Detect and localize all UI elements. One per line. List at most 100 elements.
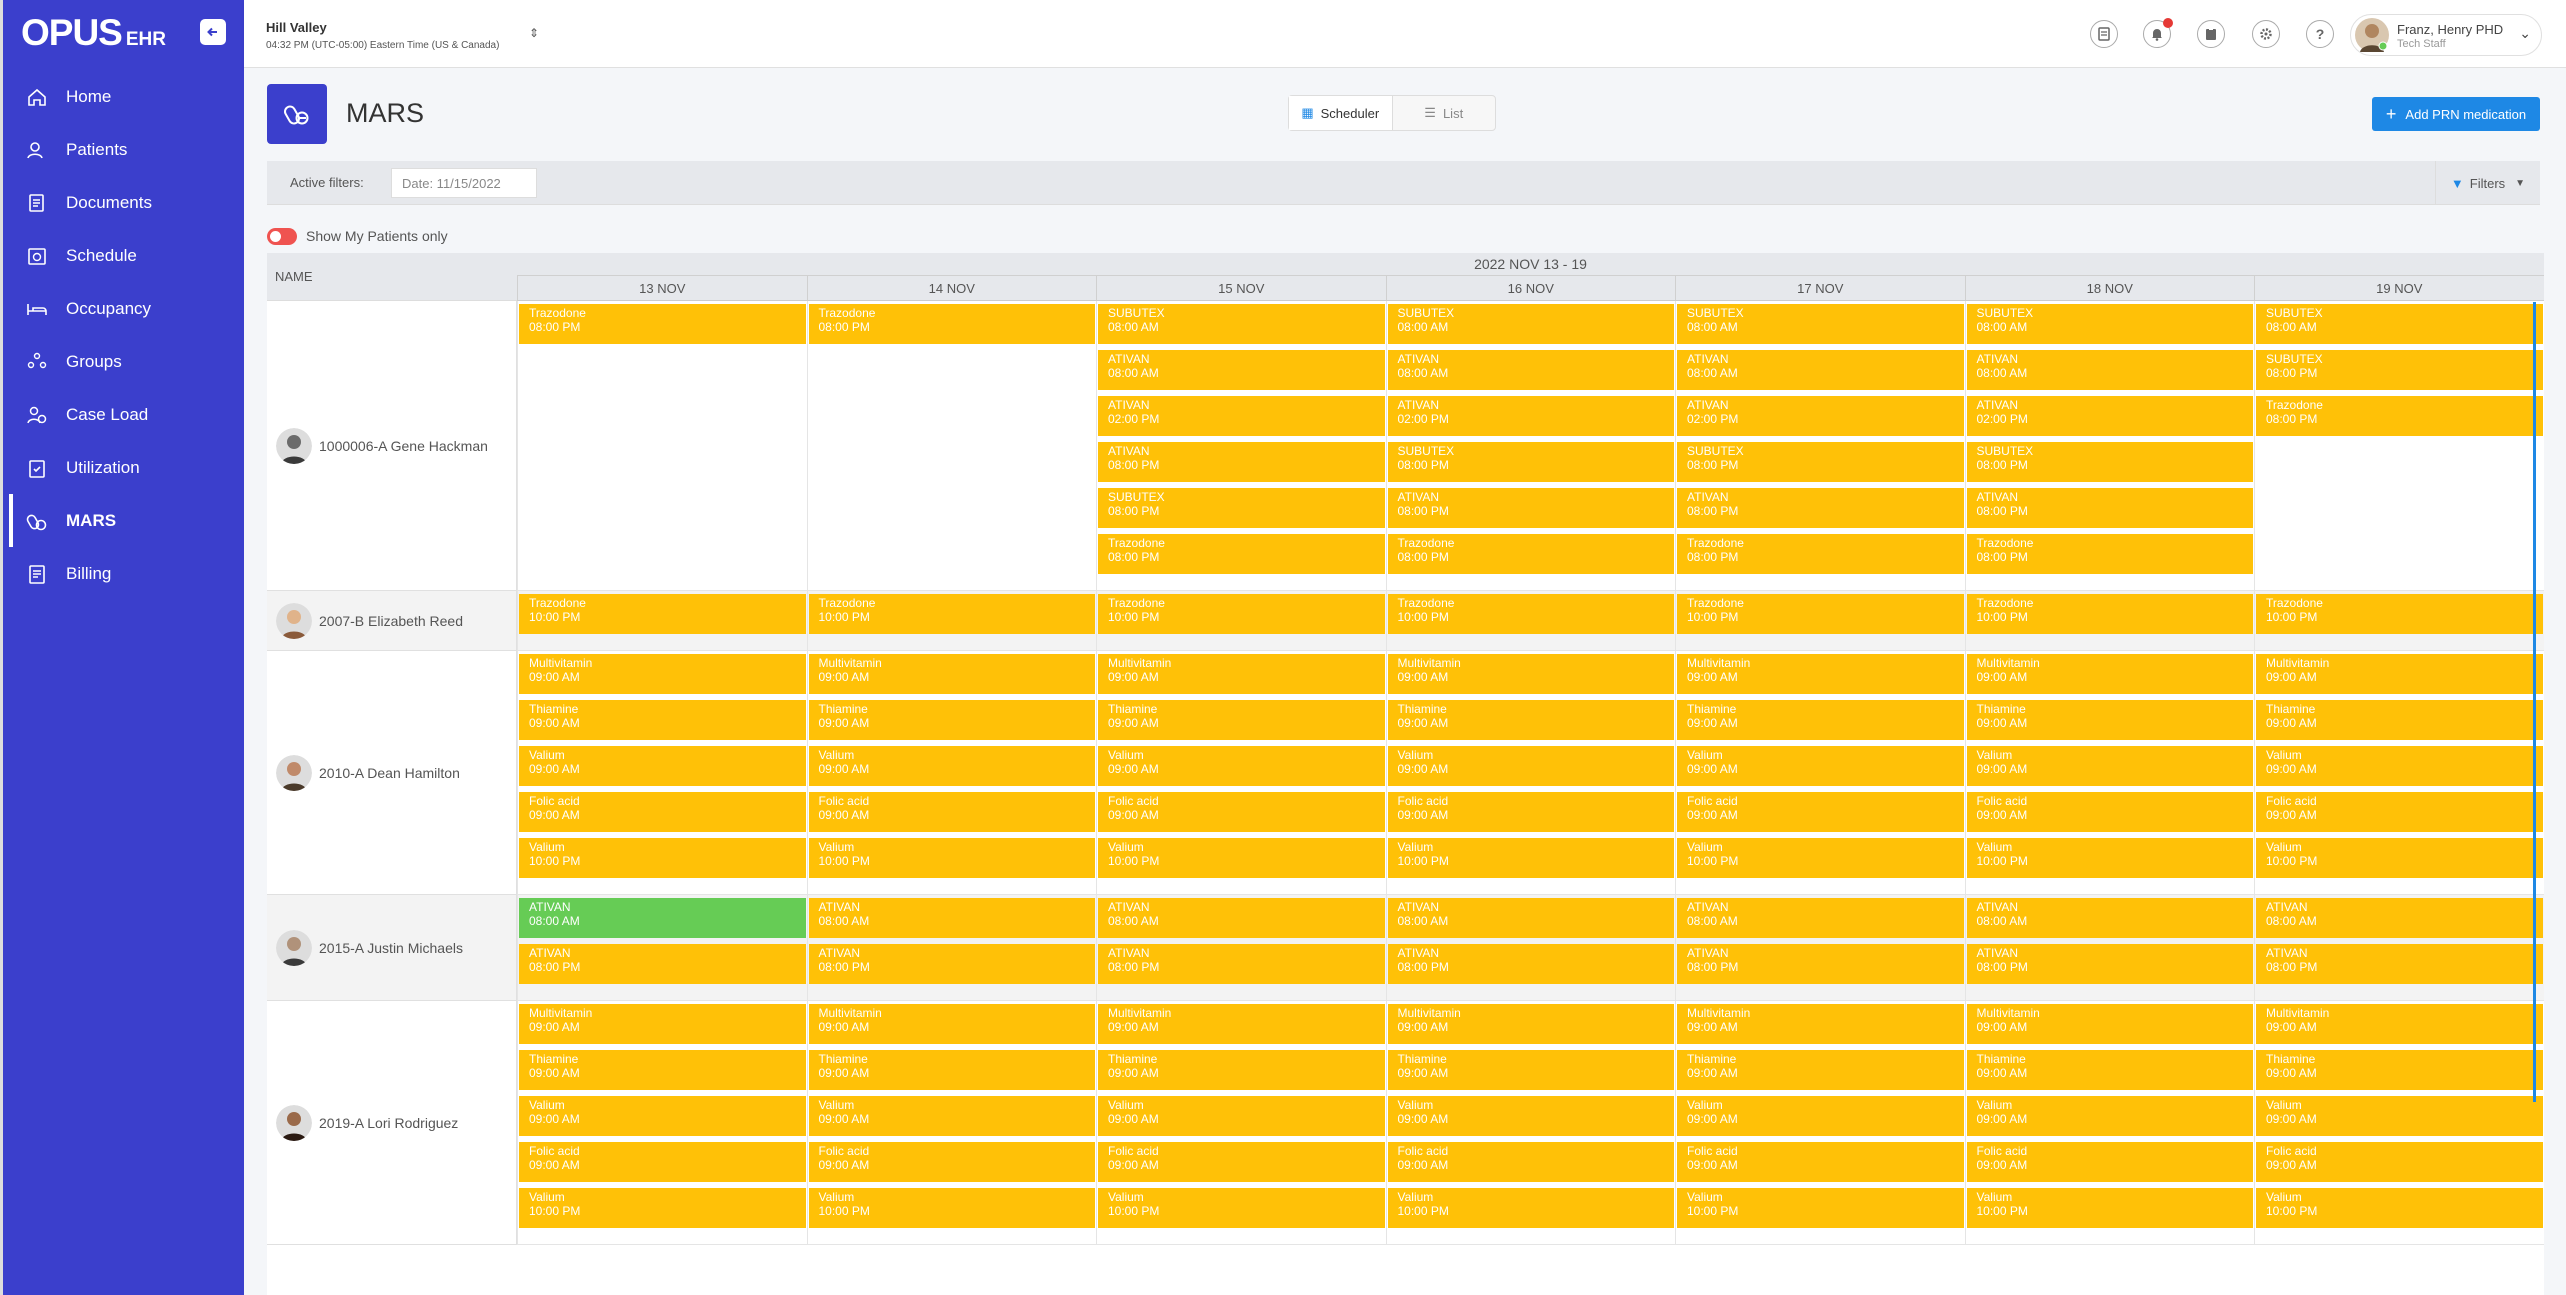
- medication-event[interactable]: SUBUTEX 08:00 PM: [1387, 442, 1674, 482]
- medication-event[interactable]: Folic acid 09:00 AM: [808, 792, 1095, 832]
- patient-name-cell[interactable]: 2010-A Dean Hamilton: [267, 651, 517, 895]
- medication-event[interactable]: Multivitamin 09:00 AM: [1387, 1004, 1674, 1044]
- medication-event[interactable]: SUBUTEX 08:00 PM: [1677, 442, 1964, 482]
- sidebar-item-home[interactable]: Home: [3, 70, 247, 123]
- medication-event[interactable]: ATIVAN 08:00 AM: [519, 898, 806, 938]
- medication-event[interactable]: Valium 09:00 AM: [1677, 1096, 1964, 1136]
- list-view-button[interactable]: ☰ List: [1424, 105, 1464, 121]
- medication-event[interactable]: SUBUTEX 08:00 AM: [1098, 304, 1385, 344]
- medication-event[interactable]: Valium 09:00 AM: [1677, 746, 1964, 786]
- medication-event[interactable]: Thiamine 09:00 AM: [1098, 700, 1385, 740]
- medication-event[interactable]: Valium 09:00 AM: [1966, 1096, 2253, 1136]
- medication-event[interactable]: SUBUTEX 08:00 PM: [2256, 350, 2543, 390]
- medication-event[interactable]: ATIVAN 02:00 PM: [1098, 396, 1385, 436]
- medication-event[interactable]: ATIVAN 08:00 PM: [1387, 488, 1674, 528]
- medication-event[interactable]: Multivitamin 09:00 AM: [519, 1004, 806, 1044]
- date-filter-chip[interactable]: Date: 11/15/2022: [391, 168, 537, 198]
- medication-event[interactable]: Folic acid 09:00 AM: [1387, 792, 1674, 832]
- sidebar-item-billing[interactable]: Billing: [3, 547, 247, 600]
- medication-event[interactable]: Multivitamin 09:00 AM: [1677, 654, 1964, 694]
- clipboard-icon[interactable]: [2197, 20, 2225, 48]
- medication-event[interactable]: Thiamine 09:00 AM: [519, 700, 806, 740]
- sidebar-item-documents[interactable]: Documents: [3, 176, 247, 229]
- medication-event[interactable]: Folic acid 09:00 AM: [1098, 792, 1385, 832]
- medication-event[interactable]: Trazodone 08:00 PM: [1966, 534, 2253, 574]
- medication-event[interactable]: SUBUTEX 08:00 PM: [1098, 488, 1385, 528]
- medication-event[interactable]: Folic acid 09:00 AM: [519, 792, 806, 832]
- medication-event[interactable]: Thiamine 09:00 AM: [1098, 1050, 1385, 1090]
- medication-event[interactable]: Valium 10:00 PM: [1677, 838, 1964, 878]
- medication-event[interactable]: Thiamine 09:00 AM: [808, 1050, 1095, 1090]
- medication-event[interactable]: Thiamine 09:00 AM: [1677, 1050, 1964, 1090]
- medication-event[interactable]: Trazodone 08:00 PM: [1677, 534, 1964, 574]
- medication-event[interactable]: ATIVAN 08:00 AM: [808, 898, 1095, 938]
- sidebar-item-groups[interactable]: Groups: [3, 335, 247, 388]
- medication-event[interactable]: Valium 09:00 AM: [519, 746, 806, 786]
- medication-event[interactable]: ATIVAN 08:00 AM: [1098, 350, 1385, 390]
- location-switch-icon[interactable]: ⇕: [529, 26, 540, 40]
- patient-name-cell[interactable]: 2007-B Elizabeth Reed: [267, 591, 517, 651]
- medication-event[interactable]: Valium 10:00 PM: [1098, 1188, 1385, 1228]
- medication-event[interactable]: Multivitamin 09:00 AM: [2256, 654, 2543, 694]
- medication-event[interactable]: ATIVAN 08:00 AM: [2256, 898, 2543, 938]
- medication-event[interactable]: Multivitamin 09:00 AM: [1387, 654, 1674, 694]
- medication-event[interactable]: Trazodone 08:00 PM: [808, 304, 1095, 344]
- medication-event[interactable]: Thiamine 09:00 AM: [519, 1050, 806, 1090]
- medication-event[interactable]: SUBUTEX 08:00 AM: [1387, 304, 1674, 344]
- medication-event[interactable]: SUBUTEX 08:00 AM: [1677, 304, 1964, 344]
- sidebar-item-schedule[interactable]: Schedule: [3, 229, 247, 282]
- medication-event[interactable]: Valium 09:00 AM: [1098, 1096, 1385, 1136]
- medication-event[interactable]: Multivitamin 09:00 AM: [1677, 1004, 1964, 1044]
- patient-name-cell[interactable]: 2015-A Justin Michaels: [267, 895, 517, 1001]
- medication-event[interactable]: Folic acid 09:00 AM: [1966, 792, 2253, 832]
- medication-event[interactable]: ATIVAN 02:00 PM: [1966, 396, 2253, 436]
- medication-event[interactable]: SUBUTEX 08:00 PM: [1966, 442, 2253, 482]
- scheduler-view-button[interactable]: ▦ Scheduler: [1289, 96, 1393, 130]
- medication-event[interactable]: Trazodone 08:00 PM: [1098, 534, 1385, 574]
- medication-event[interactable]: Trazodone 10:00 PM: [2256, 594, 2543, 634]
- medication-event[interactable]: Folic acid 09:00 AM: [2256, 792, 2543, 832]
- medication-event[interactable]: Thiamine 09:00 AM: [1677, 700, 1964, 740]
- medication-event[interactable]: Folic acid 09:00 AM: [1677, 792, 1964, 832]
- filters-button[interactable]: ▼ Filters ▼: [2435, 161, 2540, 205]
- medication-event[interactable]: Valium 10:00 PM: [1387, 1188, 1674, 1228]
- medication-event[interactable]: ATIVAN 02:00 PM: [1677, 396, 1964, 436]
- chevron-down-icon[interactable]: ⌄: [2519, 25, 2531, 41]
- medication-event[interactable]: Trazodone 10:00 PM: [1966, 594, 2253, 634]
- opus-logo[interactable]: OPUS EHR: [21, 12, 166, 53]
- medication-event[interactable]: Multivitamin 09:00 AM: [1966, 654, 2253, 694]
- medication-event[interactable]: Valium 10:00 PM: [1966, 1188, 2253, 1228]
- medication-event[interactable]: Valium 10:00 PM: [1098, 838, 1385, 878]
- medication-event[interactable]: SUBUTEX 08:00 AM: [1966, 304, 2253, 344]
- medication-event[interactable]: ATIVAN 08:00 PM: [519, 944, 806, 984]
- medication-event[interactable]: Folic acid 09:00 AM: [1098, 1142, 1385, 1182]
- medication-event[interactable]: Trazodone 10:00 PM: [519, 594, 806, 634]
- medication-event[interactable]: Thiamine 09:00 AM: [1387, 1050, 1674, 1090]
- medication-event[interactable]: Valium 10:00 PM: [519, 838, 806, 878]
- medication-event[interactable]: Trazodone 08:00 PM: [2256, 396, 2543, 436]
- medication-event[interactable]: ATIVAN 08:00 PM: [1387, 944, 1674, 984]
- sidebar-item-mars[interactable]: MARS: [3, 494, 247, 547]
- user-menu[interactable]: Franz, Henry PHD Tech Staff ⌄: [2350, 14, 2542, 56]
- medication-event[interactable]: Thiamine 09:00 AM: [2256, 1050, 2543, 1090]
- medication-event[interactable]: Folic acid 09:00 AM: [1966, 1142, 2253, 1182]
- medication-event[interactable]: Folic acid 09:00 AM: [1387, 1142, 1674, 1182]
- medication-event[interactable]: Multivitamin 09:00 AM: [2256, 1004, 2543, 1044]
- medication-event[interactable]: Valium 10:00 PM: [2256, 1188, 2543, 1228]
- medication-event[interactable]: Multivitamin 09:00 AM: [1966, 1004, 2253, 1044]
- gear-icon[interactable]: [2252, 20, 2280, 48]
- location-name[interactable]: Hill Valley: [266, 20, 327, 35]
- medication-event[interactable]: ATIVAN 08:00 PM: [2256, 944, 2543, 984]
- medication-event[interactable]: Multivitamin 09:00 AM: [808, 654, 1095, 694]
- medication-event[interactable]: Multivitamin 09:00 AM: [1098, 654, 1385, 694]
- medication-event[interactable]: Valium 09:00 AM: [1966, 746, 2253, 786]
- collapse-sidebar-button[interactable]: [200, 19, 226, 45]
- medication-event[interactable]: Trazodone 10:00 PM: [1098, 594, 1385, 634]
- medication-event[interactable]: Valium 09:00 AM: [808, 1096, 1095, 1136]
- medication-event[interactable]: Valium 10:00 PM: [2256, 838, 2543, 878]
- medication-event[interactable]: ATIVAN 08:00 PM: [808, 944, 1095, 984]
- medication-event[interactable]: Trazodone 10:00 PM: [1677, 594, 1964, 634]
- medication-event[interactable]: Valium 09:00 AM: [2256, 746, 2543, 786]
- add-prn-medication-button[interactable]: + Add PRN medication: [2372, 97, 2540, 131]
- medication-event[interactable]: Trazodone 10:00 PM: [808, 594, 1095, 634]
